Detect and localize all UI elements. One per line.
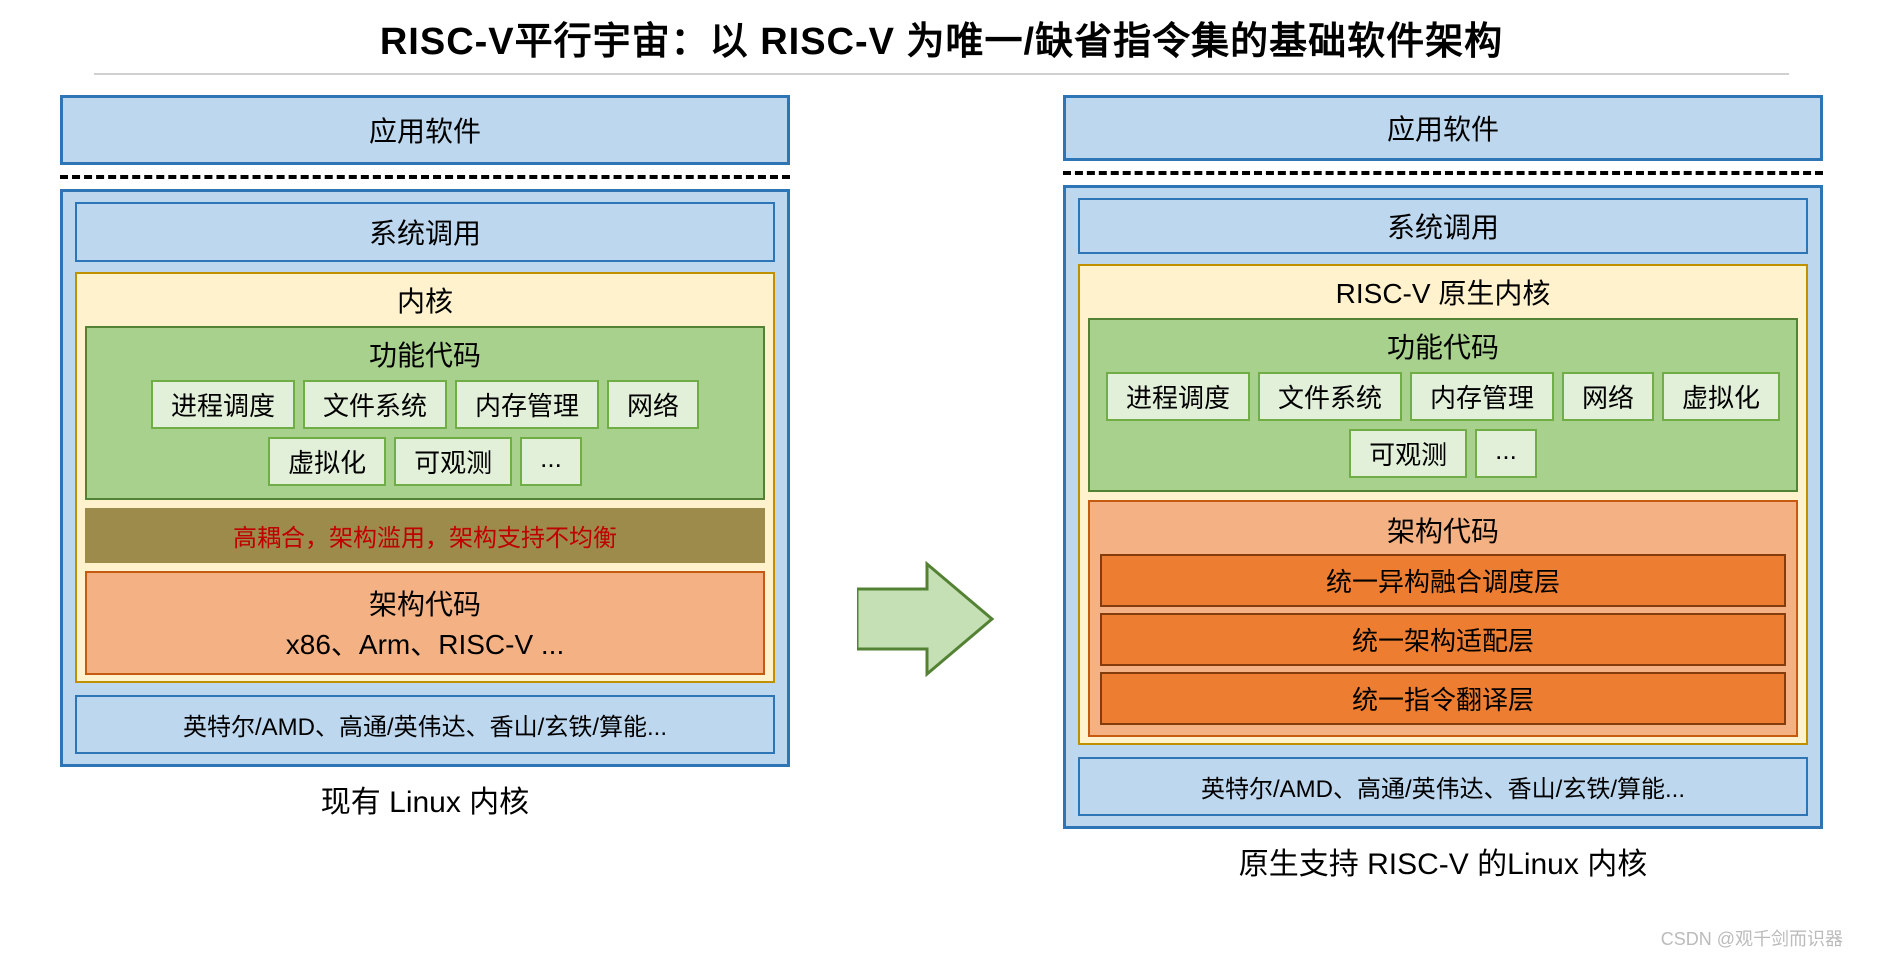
- left-func-chip: 虚拟化: [268, 437, 386, 486]
- right-func-chip: 可观测: [1349, 429, 1467, 478]
- left-kernel-yellow: 内核 功能代码 进程调度文件系统内存管理网络虚拟化可观测... 高耦合，架构滥用…: [75, 272, 775, 683]
- right-column: 应用软件 系统调用 RISC-V 原生内核 功能代码 进程调度文件系统内存管理网…: [1063, 95, 1823, 883]
- right-kernel-title: RISC-V 原生内核: [1088, 272, 1798, 312]
- right-dashed-separator: [1063, 171, 1823, 175]
- arrow-icon: [857, 559, 997, 679]
- left-func-chip: 文件系统: [303, 380, 447, 429]
- right-caption: 原生支持 RISC-V 的Linux 内核: [1063, 839, 1823, 883]
- left-coupling-text: 高耦合，架构滥用，架构支持不均衡: [233, 525, 617, 552]
- right-func-green: 功能代码 进程调度文件系统内存管理网络虚拟化可观测...: [1088, 318, 1798, 492]
- left-arch-sub: x86、Arm、RISC-V ...: [97, 623, 753, 663]
- left-arch-orange: 架构代码 x86、Arm、RISC-V ...: [85, 571, 765, 675]
- left-func-chip: 网络: [607, 380, 699, 429]
- right-kernel-yellow: RISC-V 原生内核 功能代码 进程调度文件系统内存管理网络虚拟化可观测...…: [1078, 264, 1808, 745]
- left-func-chip: 进程调度: [151, 380, 295, 429]
- left-func-chip: ...: [520, 437, 582, 486]
- right-syscall-box: 系统调用: [1078, 198, 1808, 254]
- left-coupling-bar: 高耦合，架构滥用，架构支持不均衡: [85, 508, 765, 563]
- left-arch-title: 架构代码: [97, 583, 753, 623]
- left-kernel-title: 内核: [85, 280, 765, 320]
- left-func-green: 功能代码 进程调度文件系统内存管理网络虚拟化可观测...: [85, 326, 765, 500]
- left-dashed-separator: [60, 175, 790, 179]
- right-arch-layer: 统一异构融合调度层: [1100, 554, 1786, 607]
- right-func-chip: 进程调度: [1106, 372, 1250, 421]
- right-arch-layers: 统一异构融合调度层统一架构适配层统一指令翻译层: [1100, 554, 1786, 725]
- right-arch-orange: 架构代码 统一异构融合调度层统一架构适配层统一指令翻译层: [1088, 500, 1798, 737]
- right-func-title: 功能代码: [1098, 326, 1788, 366]
- left-syscall-box: 系统调用: [75, 202, 775, 262]
- right-func-chip: 文件系统: [1258, 372, 1402, 421]
- left-func-chip: 可观测: [394, 437, 512, 486]
- left-caption: 现有 Linux 内核: [60, 777, 790, 821]
- right-arch-layer: 统一架构适配层: [1100, 613, 1786, 666]
- right-func-chip: 内存管理: [1410, 372, 1554, 421]
- left-func-chip: 内存管理: [455, 380, 599, 429]
- left-kernel-outer: 系统调用 内核 功能代码 进程调度文件系统内存管理网络虚拟化可观测... 高耦合…: [60, 189, 790, 767]
- right-func-chip: ...: [1475, 429, 1537, 478]
- left-vendors-box: 英特尔/AMD、高通/英伟达、香山/玄铁/算能...: [75, 695, 775, 754]
- right-kernel-outer: 系统调用 RISC-V 原生内核 功能代码 进程调度文件系统内存管理网络虚拟化可…: [1063, 185, 1823, 829]
- right-func-grid: 进程调度文件系统内存管理网络虚拟化可观测...: [1098, 366, 1788, 484]
- right-app-box: 应用软件: [1063, 95, 1823, 161]
- right-vendors-box: 英特尔/AMD、高通/英伟达、香山/玄铁/算能...: [1078, 757, 1808, 816]
- right-arch-layer: 统一指令翻译层: [1100, 672, 1786, 725]
- left-func-grid: 进程调度文件系统内存管理网络虚拟化可观测...: [95, 374, 755, 492]
- arrow-container: [837, 95, 1017, 883]
- left-column: 应用软件 系统调用 内核 功能代码 进程调度文件系统内存管理网络虚拟化可观测..…: [60, 95, 790, 883]
- right-func-chip: 网络: [1562, 372, 1654, 421]
- watermark-text: CSDN @观千剑而识器: [1661, 925, 1843, 951]
- left-func-title: 功能代码: [95, 334, 755, 374]
- right-arch-title: 架构代码: [1100, 510, 1786, 550]
- page-title: RISC-V平行宇宙：以 RISC-V 为唯一/缺省指令集的基础软件架构: [0, 0, 1883, 65]
- diagram-columns: 应用软件 系统调用 内核 功能代码 进程调度文件系统内存管理网络虚拟化可观测..…: [0, 75, 1883, 883]
- right-func-chip: 虚拟化: [1662, 372, 1780, 421]
- left-app-box: 应用软件: [60, 95, 790, 165]
